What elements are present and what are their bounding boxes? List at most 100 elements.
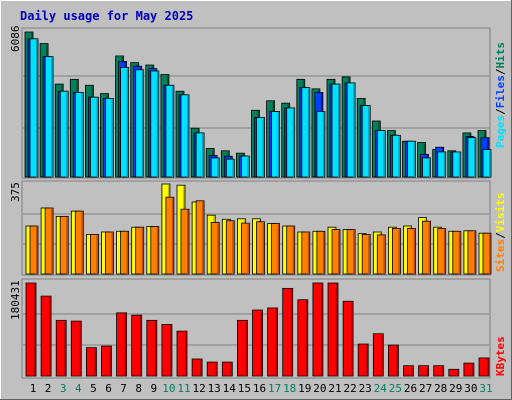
kbytes-bar: [146, 319, 158, 377]
x-tick-label: 18: [283, 382, 296, 395]
kbytes-bar: [40, 295, 52, 377]
kbytes-bar: [312, 282, 324, 377]
visits-ymax-label: 375: [9, 182, 22, 202]
pages-bar: [135, 69, 145, 178]
x-tick-label: 30: [464, 382, 477, 395]
x-tick-label: 14: [223, 382, 237, 395]
pages-bar: [452, 151, 462, 178]
pages-bar: [120, 67, 129, 178]
pages-bar: [59, 90, 69, 178]
kbytes-bar: [403, 365, 414, 377]
x-tick-label: 25: [389, 382, 402, 395]
sites-bar: [135, 226, 145, 275]
kbytes-legend: KBytes: [494, 336, 507, 376]
sites-bar: [482, 232, 492, 275]
kbytes-bar: [267, 307, 279, 377]
sites-bar: [59, 215, 69, 275]
pages-bar: [29, 38, 39, 178]
pages-bar: [165, 84, 175, 178]
sites-bar: [467, 230, 477, 275]
kbytes-bar: [327, 282, 339, 377]
sites-bar: [150, 226, 160, 275]
x-axis-labels: 1 2 3 4 5 6 7 8 9 10 11 12 13 14 15 16 17 18 19 20 21 22 23 24 2…: [30, 382, 493, 395]
x-tick-label: 7: [120, 382, 127, 395]
pages-bar: [240, 155, 250, 178]
x-tick-label: 15: [238, 382, 251, 395]
legend-visits: Visits: [494, 193, 507, 233]
sites-bar: [210, 221, 220, 275]
kbytes-bar: [25, 282, 37, 377]
legend-kbytes: KBytes: [494, 336, 507, 376]
sites-bar: [271, 223, 281, 275]
kbytes-bar: [297, 299, 309, 377]
pages-bar: [180, 94, 190, 178]
x-tick-label: 1: [30, 382, 37, 395]
kbytes-bar: [116, 312, 127, 377]
sites-bar: [316, 230, 326, 275]
sites-bar: [346, 229, 356, 275]
sites-bar: [165, 196, 175, 275]
pages-bar: [361, 105, 371, 178]
sites-bar: [437, 227, 447, 275]
sites-bar: [286, 225, 296, 275]
sites-bar: [361, 233, 371, 275]
chart-title: Daily usage for May 2025: [20, 9, 193, 23]
x-tick-label: 8: [135, 382, 142, 395]
sites-bar: [256, 221, 265, 275]
x-tick-label: 26: [404, 382, 417, 395]
pages-bar: [346, 82, 356, 178]
sites-bar: [301, 231, 311, 275]
kbytes-bar: [176, 330, 188, 377]
legend-pages: Pages: [494, 115, 507, 148]
kbytes-bar: [221, 361, 233, 377]
pages-bar: [271, 111, 281, 178]
x-tick-label: 17: [268, 382, 281, 395]
x-tick-label: 20: [313, 382, 326, 395]
kbytes-bar: [282, 287, 294, 377]
pages-bar: [422, 157, 432, 178]
pages-bar: [150, 70, 160, 178]
x-tick-label: 27: [419, 382, 432, 395]
sites-bar: [44, 207, 54, 275]
pages-bar: [391, 134, 401, 178]
legend-sites: Sites: [494, 239, 507, 272]
pages-bar: [256, 117, 265, 178]
x-tick-label: 2: [45, 382, 52, 395]
kbytes-bar: [236, 319, 248, 377]
kbytes-bar: [357, 343, 369, 377]
x-tick-label: 29: [449, 382, 462, 395]
pages-bar: [286, 107, 296, 178]
x-tick-label: 12: [192, 382, 205, 395]
pages-bar: [301, 87, 311, 178]
hits-legend: Pages/Files/Hits: [494, 42, 507, 148]
x-tick-label: 19: [298, 382, 311, 395]
x-tick-label: 5: [90, 382, 97, 395]
x-tick-label: 22: [343, 382, 356, 395]
kbytes-bar: [161, 324, 173, 377]
x-tick-label: 4: [75, 382, 82, 395]
x-tick-label: 13: [208, 382, 221, 395]
kbytes-bar: [433, 365, 445, 377]
kbytes-bar: [418, 365, 430, 377]
pages-bar: [407, 140, 416, 178]
kbytes-bar: [206, 361, 218, 377]
x-tick-label: 3: [60, 382, 67, 395]
pages-bar: [225, 158, 235, 178]
x-tick-label: 9: [150, 382, 157, 395]
bars: [24, 31, 492, 377]
pages-bar: [331, 83, 341, 178]
sites-bar: [407, 227, 416, 275]
x-tick-label: 31: [479, 382, 492, 395]
sites-bar: [240, 222, 250, 275]
pages-bar: [105, 97, 114, 178]
sites-bar: [74, 210, 84, 275]
kbytes-bar: [387, 344, 399, 377]
kbytes-bar: [70, 320, 82, 377]
x-tick-label: 10: [162, 382, 175, 395]
sites-bar: [90, 233, 99, 275]
hits-ymax-label: 6086: [9, 26, 22, 53]
kbytes-bar: [342, 300, 354, 377]
pages-bar: [90, 96, 99, 178]
pages-bar: [195, 132, 205, 178]
